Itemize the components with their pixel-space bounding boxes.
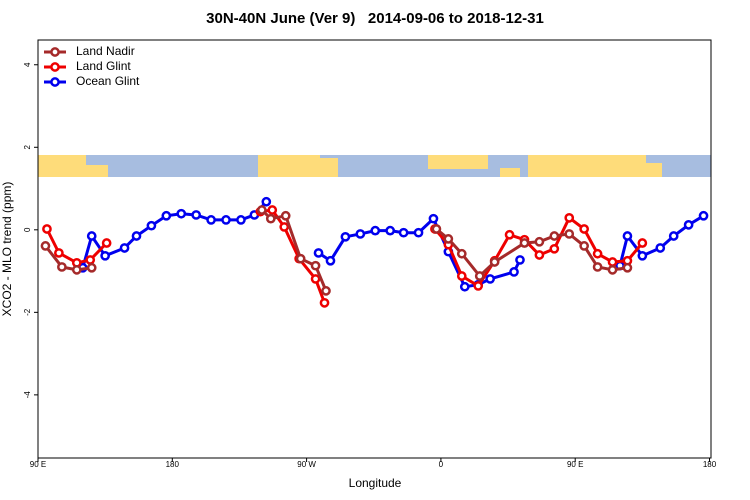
data-point: [474, 271, 485, 281]
data-point: [549, 243, 560, 254]
x-tick-label: 0: [439, 460, 444, 469]
data-point: [456, 271, 467, 281]
data-point: [310, 260, 321, 271]
y-axis-label: XCO2 - MLO trend (ppm): [0, 182, 14, 317]
plot-frame: [37, 39, 712, 459]
data-point: [221, 215, 231, 225]
x-tick-label: 90 E: [567, 460, 583, 469]
data-point: [385, 225, 396, 236]
data-point: [489, 257, 500, 267]
data-point: [191, 210, 202, 220]
data-point: [549, 231, 560, 241]
x-tick-label: 90 E: [30, 460, 46, 469]
data-point: [668, 231, 679, 241]
data-point: [54, 248, 64, 258]
data-point: [267, 205, 278, 215]
data-point: [256, 205, 267, 215]
data-point: [119, 243, 130, 253]
data-point: [683, 220, 694, 230]
data-point: [579, 241, 590, 251]
data-point: [607, 257, 618, 267]
data-point: [146, 220, 157, 231]
data-point: [325, 255, 336, 266]
data-point: [340, 231, 351, 242]
y-tick-label: -2: [23, 308, 32, 316]
data-point: [534, 250, 545, 260]
data-point: [319, 297, 330, 308]
chart-title: 30N-40N June (Ver 9) 2014-09-06 to 2018-…: [206, 10, 544, 27]
legend-label: Ocean Glint: [76, 74, 140, 88]
data-point: [85, 255, 96, 265]
series-line: [45, 208, 644, 304]
data-point: [310, 274, 321, 284]
x-tick-label: 180: [703, 460, 717, 469]
data-point: [86, 231, 97, 241]
x-tick-label: 90 W: [297, 460, 316, 469]
data-point: [564, 229, 575, 239]
y-tick-label: 4: [23, 62, 32, 67]
legend-marker: [50, 47, 60, 57]
data-point: [86, 262, 97, 273]
legend-marker: [50, 62, 60, 72]
data-point: [398, 227, 409, 238]
data-point: [265, 213, 276, 224]
data-point: [42, 224, 52, 234]
x-axis-label: Longitude: [349, 476, 402, 490]
data-point: [607, 264, 618, 275]
data-point: [101, 238, 112, 248]
data-point: [564, 212, 575, 223]
data-point: [459, 281, 470, 292]
data-point: [637, 238, 648, 248]
data-point: [261, 196, 272, 207]
data-point: [370, 225, 381, 236]
data-point: [279, 222, 290, 232]
legend-marker: [50, 77, 60, 87]
x-tick-label: 180: [166, 460, 180, 469]
legend-label: Land Glint: [76, 59, 131, 73]
data-point: [519, 238, 530, 248]
data-point: [176, 208, 187, 219]
data-point: [313, 248, 324, 258]
data-point: [355, 229, 366, 239]
data-point: [428, 213, 439, 224]
data-point: [622, 262, 633, 273]
data-point: [161, 210, 172, 221]
data-point: [40, 241, 51, 251]
data-point: [534, 236, 545, 247]
data-point: [295, 253, 306, 264]
data-point: [579, 224, 590, 234]
data-point: [456, 248, 467, 259]
data-point: [100, 250, 111, 261]
data-point: [431, 224, 442, 234]
data-point: [57, 262, 67, 272]
data-point: [622, 231, 633, 241]
data-point: [206, 215, 216, 225]
data-point: [637, 250, 648, 261]
data-point: [592, 262, 603, 272]
data-point: [473, 281, 484, 291]
data-point: [280, 210, 291, 221]
y-tick-label: 2: [23, 145, 32, 150]
y-tick-label: -4: [23, 391, 32, 399]
data-point: [131, 231, 142, 241]
data-point: [655, 243, 666, 253]
y-tick-label: 0: [23, 227, 32, 232]
data-point: [515, 255, 525, 265]
data-point: [504, 229, 515, 240]
data-point: [592, 248, 603, 259]
data-point: [236, 215, 246, 225]
data-point: [71, 264, 82, 275]
data-point: [698, 210, 709, 221]
data-point: [321, 286, 331, 296]
data-point: [485, 274, 495, 284]
map-strip: [38, 155, 711, 177]
data-point: [413, 227, 424, 238]
data-point: [509, 267, 519, 277]
legend-label: Land Nadir: [76, 44, 135, 58]
data-point: [443, 234, 454, 244]
